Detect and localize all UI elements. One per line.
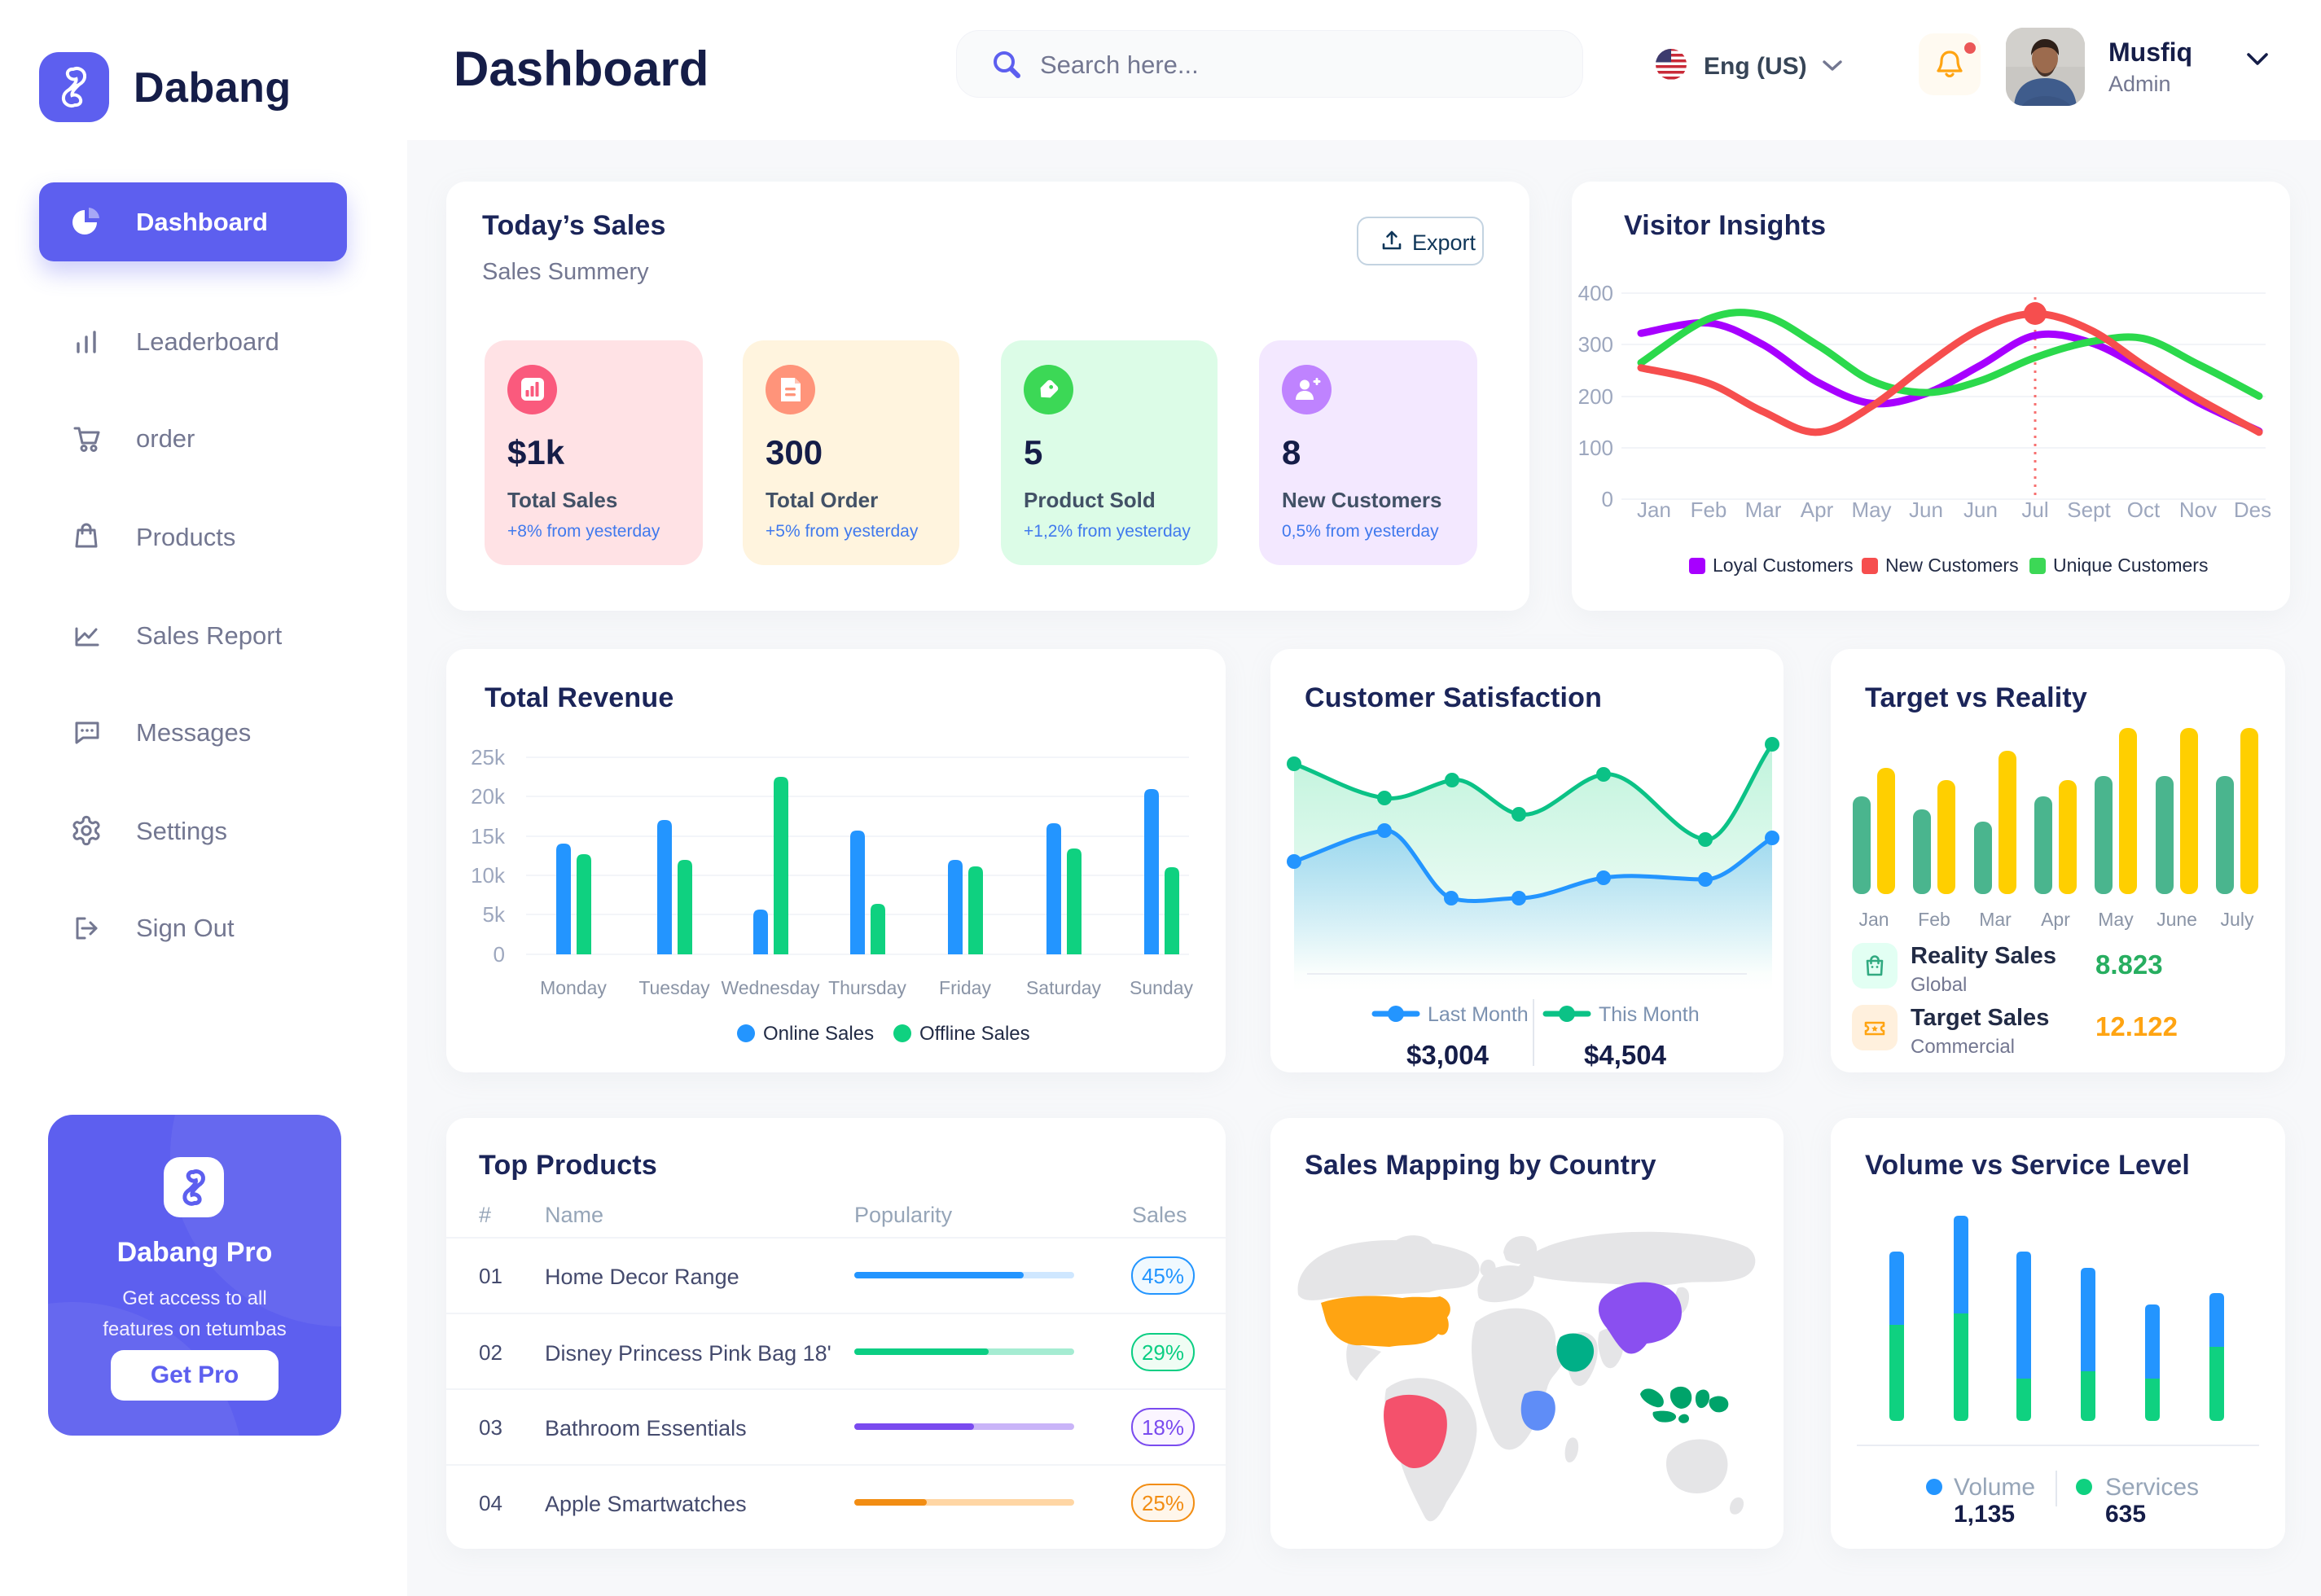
svg-text:Jun: Jun [1909,498,1943,522]
svg-text:Online Sales: Online Sales [763,1023,874,1045]
svg-text:Saturday: Saturday [1026,977,1102,998]
svg-text:Tuesday: Tuesday [638,977,710,998]
svg-text:Apr: Apr [2041,909,2070,930]
svg-text:300: 300 [1578,332,1613,357]
svg-text:0: 0 [1602,487,1613,511]
svg-text:Services: Services [2105,1474,2199,1501]
svg-text:Mar: Mar [1745,498,1782,522]
svg-text:Jul: Jul [2021,498,2048,522]
svg-text:25%: 25% [1142,1491,1184,1515]
svg-text:Loyal Customers: Loyal Customers [1713,555,1854,576]
svg-text:Thursday: Thursday [828,977,906,998]
svg-text:29%: 29% [1142,1340,1184,1365]
svg-text:635: 635 [2105,1501,2146,1528]
svg-text:Sunday: Sunday [1130,977,1194,998]
svg-text:Monday: Monday [540,977,607,998]
svg-text:$4,504: $4,504 [1584,1040,1667,1070]
svg-text:10k: 10k [471,863,506,888]
svg-text:Unique Customers: Unique Customers [2053,555,2208,576]
svg-text:Des: Des [2234,498,2271,522]
svg-text:25k: 25k [471,745,506,770]
svg-text:15k: 15k [471,824,506,848]
svg-text:Jun: Jun [1963,498,1998,522]
svg-text:Sales: Sales [1132,1203,1187,1227]
svg-text:Jan: Jan [1858,909,1889,930]
svg-text:400: 400 [1578,281,1613,305]
svg-text:Apr: Apr [1801,498,1834,522]
svg-text:Commercial: Commercial [1911,1036,2015,1058]
svg-text:May: May [1851,498,1891,522]
svg-text:Friday: Friday [939,977,991,998]
svg-text:03: 03 [479,1415,502,1440]
svg-text:20k: 20k [471,784,506,809]
svg-text:Global: Global [1911,974,1967,996]
svg-text:Name: Name [545,1203,603,1227]
svg-text:45%: 45% [1142,1264,1184,1288]
svg-text:Popularity: Popularity [854,1203,953,1227]
svg-text:Sept: Sept [2067,498,2111,522]
svg-text:Bathroom Essentials: Bathroom Essentials [545,1416,747,1440]
svg-text:04: 04 [479,1491,502,1515]
svg-text:Last Month: Last Month [1428,1003,1529,1026]
svg-text:Nov: Nov [2179,498,2217,522]
svg-text:Reality Sales: Reality Sales [1911,943,2056,969]
svg-text:Oct: Oct [2127,498,2161,522]
svg-text:June: June [2156,909,2197,930]
svg-text:200: 200 [1578,384,1613,409]
svg-text:Wednesday: Wednesday [721,977,820,998]
svg-text:5k: 5k [483,902,506,927]
svg-text:02: 02 [479,1340,502,1365]
svg-text:Feb: Feb [1691,498,1727,522]
svg-text:12.122: 12.122 [2095,1011,2178,1041]
svg-text:Offline Sales: Offline Sales [919,1023,1030,1045]
svg-text:Jan: Jan [1637,498,1671,522]
svg-text:$3,004: $3,004 [1406,1040,1490,1070]
svg-text:Feb: Feb [1918,909,1950,930]
svg-text:1,135: 1,135 [1954,1501,2015,1528]
svg-text:Apple Smartwatches: Apple Smartwatches [545,1492,747,1516]
svg-text:Mar: Mar [1979,909,2012,930]
svg-text:01: 01 [479,1264,502,1288]
svg-text:This Month: This Month [1599,1003,1700,1026]
svg-text:Target Sales: Target Sales [1911,1005,2049,1031]
svg-text:18%: 18% [1142,1415,1184,1440]
svg-text:May: May [2098,909,2134,930]
svg-text:July: July [2221,909,2254,930]
svg-text:100: 100 [1578,436,1613,460]
svg-text:Disney Princess Pink Bag 18': Disney Princess Pink Bag 18' [545,1341,831,1366]
svg-text:8.823: 8.823 [2095,949,2163,980]
svg-text:Volume: Volume [1954,1474,2035,1501]
svg-text:#: # [479,1203,491,1227]
svg-text:0: 0 [494,942,505,967]
svg-text:New Customers: New Customers [1885,555,2019,576]
svg-text:Home Decor Range: Home Decor Range [545,1265,739,1289]
